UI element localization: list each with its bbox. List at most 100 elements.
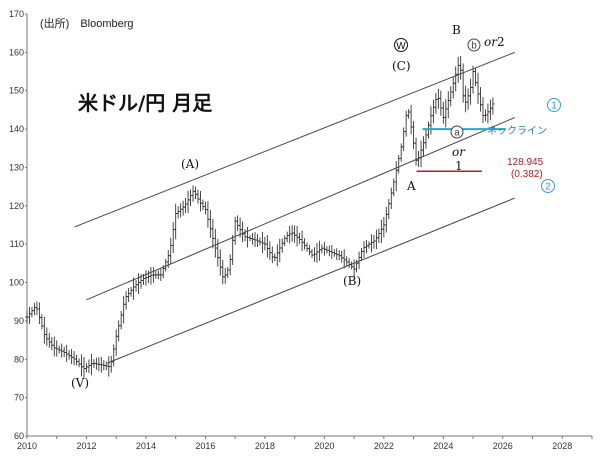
label-v: (V) bbox=[71, 376, 89, 390]
ohlc-bar bbox=[87, 359, 91, 373]
ohlc-bar bbox=[320, 244, 324, 254]
w-circle-icon bbox=[394, 38, 408, 52]
ohlc-bar bbox=[69, 348, 74, 365]
channel-line-2 bbox=[86, 117, 515, 301]
label-a-small: a bbox=[454, 128, 460, 139]
ohlc-bar bbox=[240, 221, 245, 243]
ohlc-bar bbox=[436, 88, 441, 109]
ohlc-bar bbox=[173, 203, 178, 240]
ohlc-bar bbox=[171, 221, 176, 253]
ohlc-bar bbox=[473, 68, 478, 87]
ohlc-bar bbox=[188, 189, 193, 206]
ohlc-bar bbox=[463, 85, 468, 113]
ohlc-bar bbox=[67, 350, 71, 360]
ohlc-bar bbox=[429, 106, 433, 135]
channel-line-3 bbox=[107, 197, 515, 364]
ohlc-bar bbox=[461, 63, 465, 103]
a-circle-icon bbox=[450, 125, 464, 139]
channel-2-label: 2 bbox=[545, 182, 551, 193]
ohlc-bar bbox=[322, 241, 327, 256]
label-1: 1 bbox=[455, 159, 463, 173]
ohlc-bar bbox=[287, 225, 292, 244]
channel-1-icon bbox=[547, 98, 561, 112]
ohlc-bar bbox=[268, 241, 272, 260]
ohlc-bar bbox=[121, 295, 126, 324]
x-tick-label: 2012 bbox=[76, 441, 96, 451]
chart-title: 米ドル/円 月足 bbox=[78, 91, 213, 115]
ohlc-bar bbox=[191, 185, 195, 202]
label-b-small: b bbox=[471, 41, 477, 52]
ohlc-bar bbox=[339, 250, 344, 263]
ohlc-bar bbox=[441, 101, 446, 124]
ohlc-bar bbox=[476, 72, 480, 104]
label-2: 2 bbox=[497, 35, 505, 49]
ohlc-bar bbox=[119, 311, 123, 330]
ohlc-bar bbox=[181, 200, 185, 216]
label-a-paren: (A) bbox=[181, 157, 199, 171]
ohlc-bar bbox=[218, 249, 223, 276]
ohlc-bar bbox=[49, 337, 54, 351]
ohlc-bar bbox=[466, 88, 470, 110]
ohlc-bar bbox=[491, 97, 495, 115]
y-tick-label: 170 bbox=[9, 9, 24, 19]
ohlc-bar bbox=[45, 327, 49, 346]
ohlc-bar bbox=[72, 351, 76, 366]
ohlc-bar bbox=[434, 92, 438, 114]
label-b: B bbox=[452, 23, 461, 37]
neckline-label: ネックライン bbox=[487, 125, 547, 137]
ohlc-bar bbox=[62, 346, 66, 358]
ohlc-bar bbox=[47, 333, 52, 348]
y-tick-label: 120 bbox=[9, 201, 24, 211]
ohlc-bar bbox=[54, 340, 59, 357]
ohlc-bar bbox=[206, 201, 210, 228]
ohlc-bar bbox=[89, 353, 94, 376]
ohlc-bar bbox=[419, 140, 423, 168]
ohlc-bar bbox=[391, 178, 396, 197]
ohlc-bar bbox=[439, 90, 443, 116]
ohlc-bar bbox=[367, 241, 371, 249]
ohlc-bar bbox=[401, 127, 406, 151]
ohlc-bar bbox=[342, 249, 346, 269]
ohlc-bar bbox=[478, 87, 483, 112]
ohlc-bar bbox=[37, 302, 42, 324]
ohlc-bar bbox=[280, 238, 285, 253]
ohlc-bar bbox=[399, 143, 403, 162]
x-tick-label: 2016 bbox=[195, 441, 215, 451]
ohlc-bar bbox=[111, 344, 116, 367]
ohlc-bar bbox=[168, 237, 173, 264]
ohlc-bar bbox=[149, 266, 153, 285]
ohlc-bar bbox=[263, 236, 267, 251]
y-tick-label: 70 bbox=[14, 393, 24, 403]
ohlc-bar bbox=[225, 267, 230, 278]
y-tick-label: 140 bbox=[9, 124, 24, 134]
ohlc-bar bbox=[228, 254, 233, 276]
ohlc-bar bbox=[77, 358, 81, 368]
ohlc-bar bbox=[32, 302, 37, 316]
ohlc-bar bbox=[421, 136, 426, 157]
ohlc-bar bbox=[305, 242, 309, 252]
ohlc-bar bbox=[386, 198, 391, 220]
ohlc-bar bbox=[424, 128, 428, 149]
ohlc-bar bbox=[30, 307, 34, 318]
ohlc-bar bbox=[282, 235, 287, 247]
x-tick-label: 2026 bbox=[493, 441, 513, 451]
ohlc-bar bbox=[40, 314, 44, 330]
ohlc-bar bbox=[406, 109, 411, 119]
ohlc-bar bbox=[59, 343, 64, 358]
ohlc-bar bbox=[260, 231, 265, 254]
ohlc-bar bbox=[307, 245, 312, 256]
ohlc-bar bbox=[265, 234, 270, 258]
ohlc-bar bbox=[310, 248, 314, 258]
ohlc-bar bbox=[389, 187, 394, 210]
ohlc-bar bbox=[317, 240, 322, 261]
ohlc-bar bbox=[270, 246, 275, 264]
ohlc-bar bbox=[359, 247, 364, 261]
ohlc-bar bbox=[201, 199, 205, 211]
ohlc-bar bbox=[312, 247, 317, 262]
ohlc-bar bbox=[178, 203, 183, 218]
ohlc-bar bbox=[337, 250, 342, 261]
ohlc-bar bbox=[327, 245, 332, 257]
ohlc-bar bbox=[431, 99, 436, 124]
ohlc-bar bbox=[384, 206, 389, 233]
